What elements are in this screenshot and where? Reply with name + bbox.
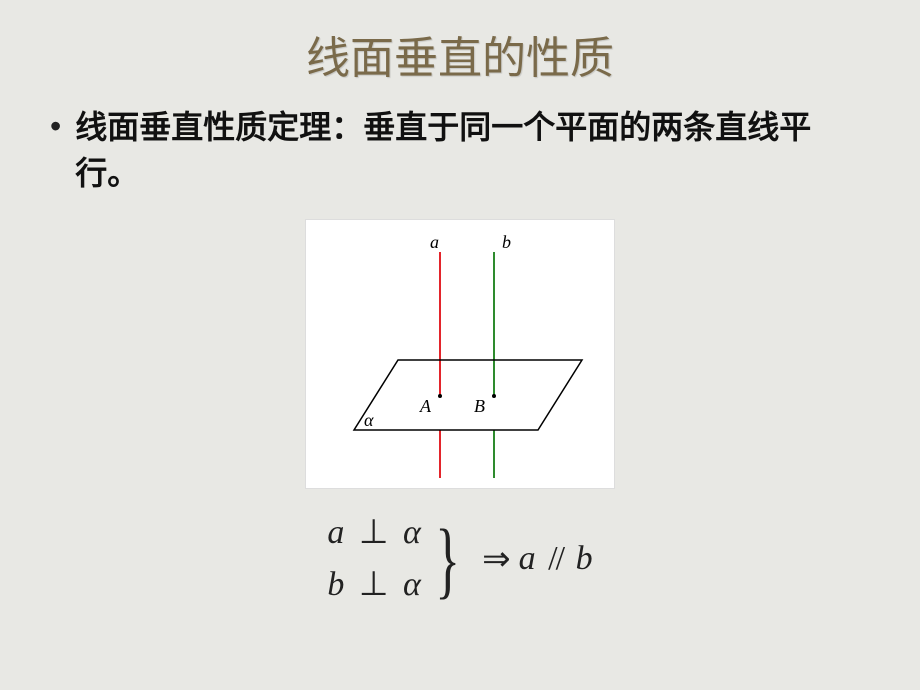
label-line-b: b — [502, 232, 511, 252]
var-b-2: b — [576, 540, 593, 577]
alpha-1: α — [403, 514, 421, 551]
formula-row-1: a ⊥ α — [327, 507, 420, 560]
right-brace: } — [435, 523, 460, 596]
point-a — [438, 394, 442, 398]
label-point-a: A — [419, 396, 432, 416]
var-a-2: a — [519, 540, 536, 577]
formula-lhs: a ⊥ α b ⊥ α — [327, 507, 426, 612]
formula-rhs: a // b — [519, 540, 593, 578]
math-formula: a ⊥ α b ⊥ α } ⇒ a // b — [327, 507, 592, 612]
formula-row-2: b ⊥ α — [327, 559, 420, 612]
label-line-a: a — [430, 232, 439, 252]
diagram-svg: a b A B α — [306, 220, 616, 490]
diagram-container: a b A B α — [0, 219, 920, 489]
perp-symbol-1: ⊥ — [353, 514, 395, 551]
plane-alpha — [354, 360, 582, 430]
perp-symbol-2: ⊥ — [353, 566, 395, 603]
parallel-symbol: // — [544, 540, 567, 577]
point-b — [492, 394, 496, 398]
slide-title: 线面垂直的性质 — [0, 0, 920, 86]
var-a-1: a — [327, 514, 344, 551]
label-point-b: B — [474, 396, 485, 416]
formula-container: a ⊥ α b ⊥ α } ⇒ a // b — [0, 507, 920, 612]
implies-arrow: ⇒ — [482, 539, 511, 579]
alpha-2: α — [403, 566, 421, 603]
slide: 线面垂直的性质 • 线面垂直性质定理：垂直于同一个平面的两条直线平行。 — [0, 0, 920, 690]
var-b-1: b — [327, 566, 344, 603]
label-plane-alpha: α — [364, 410, 374, 430]
geometry-diagram: a b A B α — [305, 219, 615, 489]
bullet-row: • 线面垂直性质定理：垂直于同一个平面的两条直线平行。 — [0, 86, 920, 197]
bullet-marker: • — [50, 104, 61, 149]
bullet-text: 线面垂直性质定理：垂直于同一个平面的两条直线平行。 — [75, 104, 872, 197]
